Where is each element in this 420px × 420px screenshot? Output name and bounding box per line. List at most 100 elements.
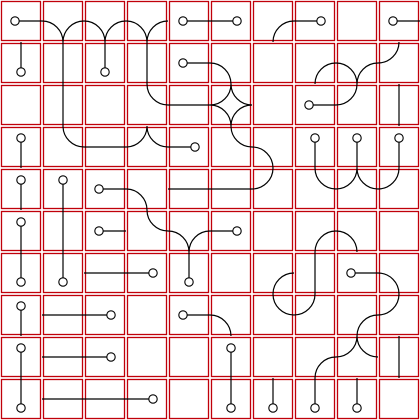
- tile-r6-c4[interactable]: [126, 209, 169, 252]
- tile-r1-c6[interactable]: [210, 0, 252, 42]
- tile-r4-c9[interactable]: [336, 126, 378, 169]
- tile-r9-c5[interactable]: [168, 336, 210, 378]
- tile-r5-c4[interactable]: [125, 168, 168, 211]
- tile-r7-c9[interactable]: [336, 252, 379, 294]
- tile-r10-c10[interactable]: [378, 378, 420, 420]
- tile-r8-c9[interactable]: [336, 294, 379, 337]
- tile-r6-c6[interactable]: [210, 210, 252, 252]
- tile-r7-c7[interactable]: [252, 252, 295, 295]
- tile-r9-c3[interactable]: [84, 336, 126, 378]
- tile-r10-c9[interactable]: [336, 378, 378, 420]
- tile-r2-c8[interactable]: [294, 42, 337, 85]
- tile-r8-c5[interactable]: [168, 294, 211, 336]
- tile-r3-c10[interactable]: [378, 84, 420, 126]
- tile-r5-c3[interactable]: [84, 168, 127, 210]
- tile-r6-c10[interactable]: [378, 210, 420, 252]
- tile-r8-c8[interactable]: [293, 293, 336, 336]
- tile-r1-c5[interactable]: [168, 0, 211, 42]
- tile-r2-c9[interactable]: [335, 42, 379, 85]
- tile-r10-c3[interactable]: [84, 378, 126, 420]
- tile-r1-c1[interactable]: [0, 0, 43, 42]
- tile-r9-c4[interactable]: [126, 336, 168, 378]
- tile-r6-c9[interactable]: [335, 210, 378, 253]
- tile-r2-c3[interactable]: [84, 42, 126, 84]
- tile-r5-c1[interactable]: [0, 168, 42, 211]
- tile-r9-c9[interactable]: [335, 335, 379, 378]
- tile-r4-c5[interactable]: [168, 126, 210, 168]
- tile-r3-c5[interactable]: [168, 84, 210, 126]
- tile-r5-c2[interactable]: [42, 168, 84, 211]
- tile-r4-c3[interactable]: [84, 126, 126, 168]
- tile-r3-c2[interactable]: [42, 84, 84, 126]
- tile-r10-c7[interactable]: [252, 378, 294, 420]
- tile-r5-c9[interactable]: [335, 167, 379, 210]
- tile-r4-c1[interactable]: [0, 126, 42, 169]
- tile-r8-c10[interactable]: [377, 293, 420, 336]
- tile-r4-c2[interactable]: [42, 125, 85, 168]
- tile-r1-c4[interactable]: [125, 0, 169, 43]
- tile-r10-c4[interactable]: [126, 378, 168, 420]
- tile-r2-c6[interactable]: [209, 42, 252, 85]
- tile-r2-c2[interactable]: [42, 42, 84, 84]
- tile-r4-c7[interactable]: [251, 126, 294, 169]
- tile-r7-c4[interactable]: [126, 252, 168, 294]
- tile-r9-c10[interactable]: [378, 336, 420, 378]
- tile-r1-c7[interactable]: [252, 0, 295, 43]
- tile-r6-c8[interactable]: [294, 210, 337, 253]
- tile-r8-c7[interactable]: [252, 293, 295, 336]
- tile-r7-c1[interactable]: [0, 252, 42, 294]
- tile-r10-c1[interactable]: [0, 378, 42, 420]
- tile-r9-c2[interactable]: [42, 336, 84, 378]
- tile-r2-c1[interactable]: [0, 42, 42, 84]
- tile-r3-c9[interactable]: [335, 83, 378, 126]
- tile-r1-c3[interactable]: [83, 0, 127, 43]
- tile-r7-c10[interactable]: [377, 252, 420, 295]
- tile-r10-c2[interactable]: [42, 378, 84, 420]
- tile-r1-c9[interactable]: [336, 0, 378, 42]
- tile-r5-c5[interactable]: [168, 168, 210, 210]
- tile-r8-c1[interactable]: [0, 294, 42, 337]
- tile-r2-c5[interactable]: [168, 42, 211, 84]
- tile-r4-c8[interactable]: [294, 126, 336, 169]
- tile-r8-c4[interactable]: [126, 294, 168, 336]
- tile-r6-c2[interactable]: [42, 210, 84, 252]
- tile-r7-c2[interactable]: [42, 252, 84, 294]
- tile-r2-c7[interactable]: [252, 42, 294, 84]
- tile-r5-c6[interactable]: [210, 168, 252, 210]
- tile-r8-c6[interactable]: [209, 294, 252, 337]
- tile-r7-c6[interactable]: [210, 252, 252, 294]
- tile-r8-c2[interactable]: [42, 294, 84, 336]
- tile-r4-c4[interactable]: [125, 125, 169, 168]
- tile-r7-c8[interactable]: [294, 252, 336, 294]
- tile-r3-c1[interactable]: [0, 84, 42, 126]
- tile-r8-c3[interactable]: [84, 294, 126, 336]
- tile-r1-c10[interactable]: [378, 0, 420, 42]
- tile-r5-c10[interactable]: [377, 167, 420, 210]
- tile-r6-c1[interactable]: [0, 210, 42, 253]
- tile-r4-c6[interactable]: [210, 125, 253, 168]
- tile-r9-c6[interactable]: [210, 336, 252, 379]
- tile-r9-c7[interactable]: [252, 336, 294, 378]
- tile-r6-c5[interactable]: [167, 210, 211, 253]
- tile-r6-c3[interactable]: [84, 210, 127, 252]
- tile-r2-c4[interactable]: [126, 42, 168, 84]
- tile-r3-c4[interactable]: [126, 83, 169, 126]
- tile-r4-c10[interactable]: [378, 126, 420, 169]
- tile-r7-c5[interactable]: [168, 252, 210, 294]
- tile-r9-c8[interactable]: [294, 336, 337, 379]
- tile-r10-c8[interactable]: [294, 378, 336, 420]
- tile-r9-c1[interactable]: [0, 336, 42, 379]
- tile-r3-c8[interactable]: [294, 84, 337, 126]
- tile-r3-c7[interactable]: [252, 84, 294, 126]
- tile-r10-c6[interactable]: [210, 378, 252, 420]
- tile-r1-c8[interactable]: [294, 0, 336, 42]
- tile-r3-c6[interactable]: [209, 83, 253, 127]
- tile-r7-c3[interactable]: [84, 252, 126, 294]
- tile-r6-c7[interactable]: [252, 210, 294, 252]
- tile-r2-c10[interactable]: [377, 41, 420, 84]
- tile-r5-c8[interactable]: [294, 167, 337, 210]
- tile-r1-c2[interactable]: [41, 0, 85, 43]
- tile-r10-c5[interactable]: [168, 378, 210, 420]
- tile-r5-c7[interactable]: [251, 167, 294, 210]
- tile-r3-c3[interactable]: [84, 84, 126, 126]
